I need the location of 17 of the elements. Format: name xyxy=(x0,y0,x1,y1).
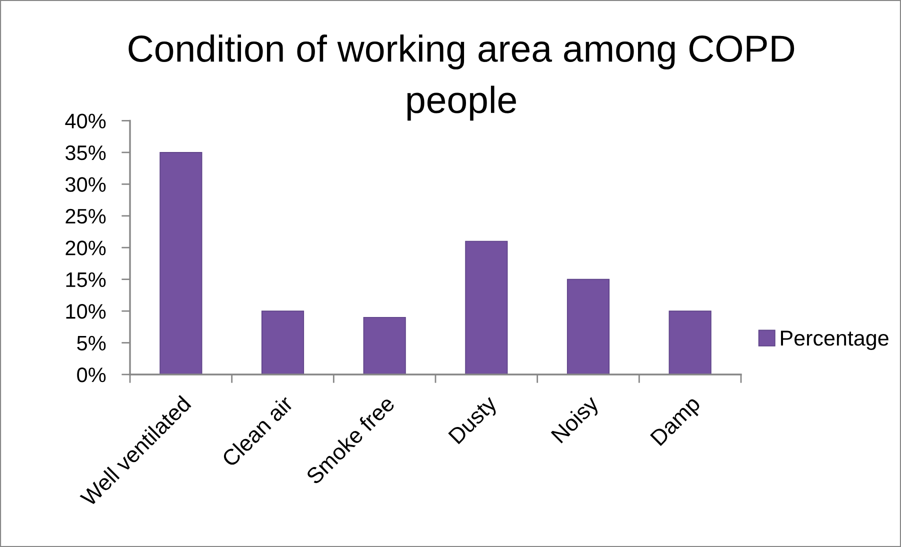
bar xyxy=(668,310,712,374)
y-tick-label: 15% xyxy=(66,272,106,288)
y-tick-label: 25% xyxy=(66,208,106,224)
bar xyxy=(465,240,508,374)
y-tick-label: 20% xyxy=(66,240,106,256)
bar xyxy=(566,278,610,374)
bar xyxy=(363,316,406,374)
legend-label: Percentage xyxy=(780,330,888,350)
y-tick-label: 5% xyxy=(77,336,106,351)
chart-title: Condition of working area among COPD people xyxy=(128,34,794,121)
y-tick-label: 30% xyxy=(65,177,106,192)
bar xyxy=(261,310,304,374)
y-tick-label: 0% xyxy=(77,368,106,382)
y-tick-label: 40% xyxy=(65,114,106,128)
y-tick-label: 35% xyxy=(65,145,106,160)
y-tick-label: 10% xyxy=(66,304,106,319)
bar xyxy=(160,152,202,374)
